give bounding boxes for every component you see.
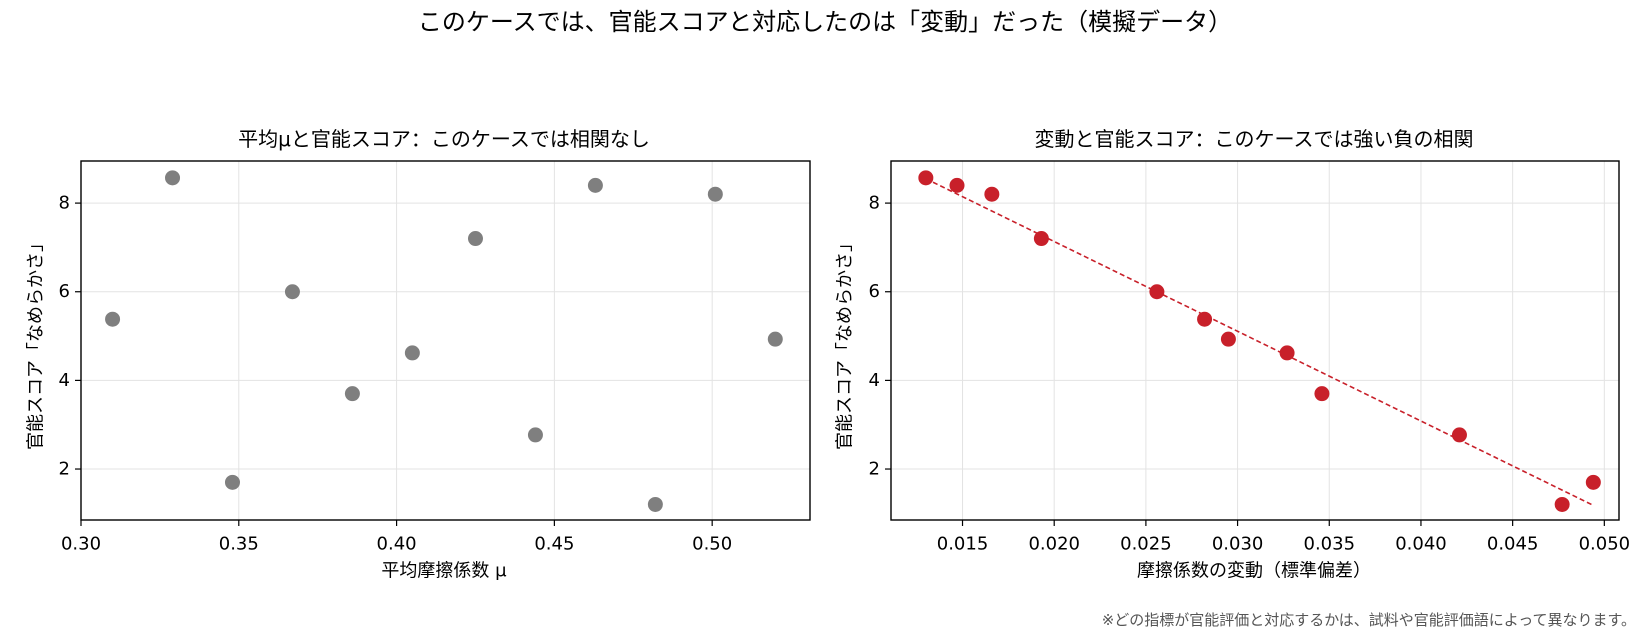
left-x-tick-label: 0.40 [377,534,417,555]
right-data-point [1585,474,1601,490]
right-y-tick-label: 2 [869,459,880,480]
right-x-tick-label: 0.015 [937,534,989,555]
right-data-point [1451,427,1467,443]
right-plot-frame [890,160,1620,521]
right-data-point [949,177,965,193]
right-data-point [1314,386,1330,402]
left-scatter-panel: 平均μと官能スコア：このケースでは相関なし 平均摩擦係数 μ 官能スコア「なめら… [26,127,811,582]
left-data-point [767,331,783,347]
left-data-point [105,311,121,327]
left-x-tick-label: 0.45 [534,534,574,555]
left-panel-title: 平均μと官能スコア：このケースでは相関なし [238,127,650,151]
right-data-point [1197,311,1213,327]
right-y-axis-label: 官能スコア「なめらかさ」 [835,234,856,450]
left-x-tick-label: 0.30 [61,534,101,555]
right-data-point [1149,284,1165,300]
right-data-point [1220,331,1236,347]
left-data-point [647,496,663,512]
left-x-axis-label: 平均摩擦係数 μ [381,561,507,582]
right-fit-line [925,178,1594,507]
right-y-tick-label: 6 [869,281,880,302]
right-scatter-panel: 変動と官能スコア：このケースでは強い負の相関 摩擦係数の変動（標準偏差） 官能ス… [835,127,1631,582]
right-data-point [1554,496,1570,512]
left-y-tick-label: 8 [59,193,70,214]
left-data-point [587,177,603,193]
left-x-tick-label: 0.50 [692,534,732,555]
left-x-tick-label: 0.35 [219,534,259,555]
right-panel-title: 変動と官能スコア：このケースでは強い負の相関 [1035,127,1474,151]
left-data-point [344,386,360,402]
right-y-tick-label: 8 [869,193,880,214]
right-x-tick-label: 0.035 [1304,534,1356,555]
right-x-tick-label: 0.040 [1395,534,1447,555]
right-data-point [918,170,934,186]
right-x-tick-label: 0.045 [1487,534,1539,555]
right-x-tick-label: 0.050 [1579,534,1631,555]
left-y-axis-label: 官能スコア「なめらかさ」 [26,234,47,450]
left-data-point [224,474,240,490]
left-data-point [284,284,300,300]
right-x-axis-label: 摩擦係数の変動（標準偏差） [1137,561,1371,582]
figure-suptitle: このケースでは、官能スコアと対応したのは「変動」だった（模擬データ） [418,8,1232,36]
right-x-tick-label: 0.025 [1120,534,1172,555]
right-data-point [984,186,1000,202]
left-y-tick-label: 6 [59,281,70,302]
right-data-point [1033,231,1049,247]
left-data-point [165,170,181,186]
left-y-tick-label: 4 [59,370,70,391]
left-y-tick-label: 2 [59,459,70,480]
right-y-tick-label: 4 [869,370,880,391]
left-data-point [707,186,723,202]
left-data-point [404,345,420,361]
left-plot-frame [80,160,811,521]
right-data-point [1279,345,1295,361]
right-x-tick-label: 0.030 [1212,534,1264,555]
footnote: ※どの指標が官能評価と対応するかは、試料や官能評価語によって異なります。 [1102,611,1636,629]
left-data-point [467,231,483,247]
right-x-tick-label: 0.020 [1028,534,1080,555]
left-data-point [527,427,543,443]
